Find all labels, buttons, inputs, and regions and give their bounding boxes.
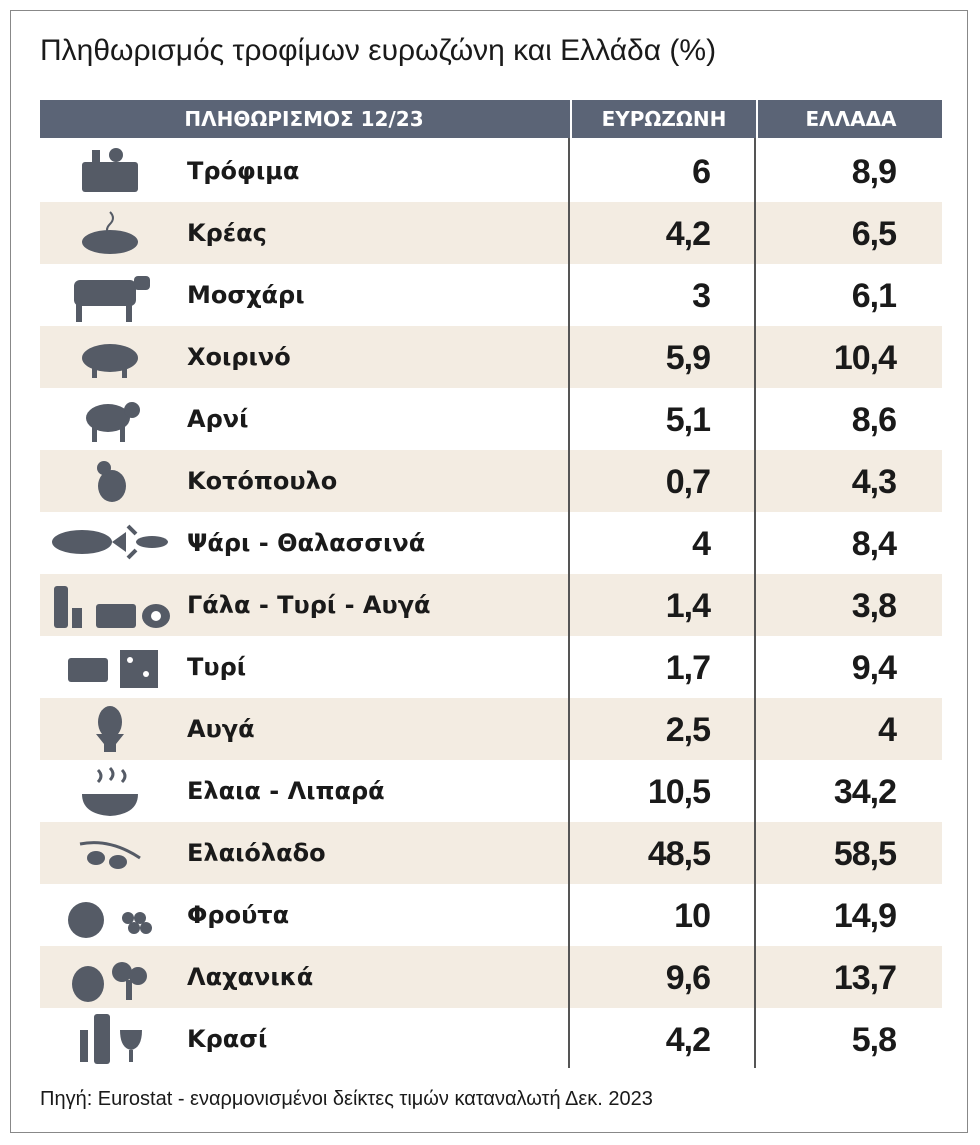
eurozone-value: 5,1	[665, 401, 711, 439]
row-label: Αυγά	[187, 715, 255, 743]
eurozone-value: 10,5	[647, 773, 711, 811]
greece-value: 6,5	[851, 215, 897, 253]
eurozone-value: 6	[692, 153, 711, 191]
row-icon	[68, 650, 158, 688]
table-row: Γάλα - Τυρί - Αυγά 1,4 3,8	[40, 574, 942, 636]
column-divider	[568, 138, 570, 1068]
row-label: Κρέας	[187, 219, 267, 247]
row-label: Χοιρινό	[187, 343, 291, 371]
table-row: Ελαια - Λιπαρά 10,5 34,2	[40, 760, 942, 822]
row-icon	[54, 586, 170, 628]
row-label: Τρόφιμα	[187, 157, 300, 185]
table-row: Μοσχάρι 3 6,1	[40, 264, 942, 326]
row-label: Φρούτα	[187, 901, 290, 929]
table-row: Τρόφιμα 6 8,9	[40, 140, 942, 202]
source-note: Πηγή: Eurostat - εναρμονισμένοι δείκτες …	[40, 1088, 653, 1110]
eurozone-value: 1,4	[665, 587, 711, 625]
table-row: Λαχανικά 9,6 13,7	[40, 946, 942, 1008]
greece-value: 3,8	[851, 587, 897, 625]
row-label: Ελαια - Λιπαρά	[187, 777, 385, 805]
row-label: Κοτόπουλο	[187, 467, 338, 495]
row-label: Λαχανικά	[187, 963, 314, 991]
row-label: Ελαιόλαδο	[187, 839, 326, 867]
eurozone-value: 5,9	[665, 339, 711, 377]
eurozone-value: 1,7	[665, 649, 711, 687]
table-row: Κρασί 4,2 5,8	[40, 1008, 942, 1070]
eurozone-value: 0,7	[665, 463, 711, 501]
table-row: Ψάρι - Θαλασσινά 4 8,4	[40, 512, 942, 574]
row-icon	[72, 962, 147, 1002]
row-icon	[82, 344, 138, 378]
greece-value: 4,3	[851, 463, 897, 501]
row-label: Γάλα - Τυρί - Αυγά	[187, 591, 431, 619]
row-icon	[79, 841, 141, 869]
row-icon	[82, 766, 138, 816]
greece-value: 14,9	[833, 897, 897, 935]
frame	[10, 10, 968, 1133]
greece-value: 10,4	[833, 339, 897, 377]
row-icon	[52, 524, 168, 560]
table-row: Αυγά 2,5 4	[40, 698, 942, 760]
title: Πληθωρισμός τροφίμων ευρωζώνη και Ελλάδα…	[40, 34, 717, 67]
table-row: Φρούτα 10 14,9	[40, 884, 942, 946]
row-icon	[80, 1014, 142, 1064]
greece-value: 8,6	[851, 401, 897, 439]
row-label: Τυρί	[187, 653, 247, 681]
greece-value: 13,7	[833, 959, 897, 997]
table-row: Χοιρινό 5,9 10,4	[40, 326, 942, 388]
eurozone-value: 10	[674, 897, 711, 935]
table-header: ΠΛΗΘΩΡΙΣΜΟΣ 12/23 ΕΥΡΩΖΩΝΗ ΕΛΛΑΔΑ	[40, 100, 942, 138]
eurozone-value: 48,5	[647, 835, 711, 873]
table-row: Αρνί 5,1 8,6	[40, 388, 942, 450]
header-cell: ΠΛΗΘΩΡΙΣΜΟΣ 12/23	[184, 107, 424, 131]
greece-value: 34,2	[833, 773, 897, 811]
eurozone-value: 3	[692, 277, 711, 315]
header-cell: ΕΥΡΩΖΩΝΗ	[570, 100, 756, 138]
table-row: Τυρί 1,7 9,4	[40, 636, 942, 698]
row-icon	[74, 276, 150, 322]
column-divider	[754, 138, 756, 1068]
greece-value: 8,9	[851, 153, 897, 191]
greece-value: 5,8	[851, 1021, 897, 1059]
eurozone-value: 9,6	[665, 959, 711, 997]
row-icon	[97, 461, 126, 502]
eurozone-value: 4,2	[665, 215, 711, 253]
header-cell: ΕΛΛΑΔΑ	[756, 100, 944, 138]
greece-value: 58,5	[833, 835, 897, 873]
row-icon	[86, 402, 140, 442]
table-row: Ελαιόλαδο 48,5 58,5	[40, 822, 942, 884]
eurozone-value: 4,2	[665, 1021, 711, 1059]
row-label: Ψάρι - Θαλασσινά	[187, 529, 426, 557]
table-row: Κρέας 4,2 6,5	[40, 202, 942, 264]
table-row: Κοτόπουλο 0,7 4,3	[40, 450, 942, 512]
greece-value: 6,1	[851, 277, 897, 315]
eurozone-value: 4	[692, 525, 711, 563]
greece-value: 8,4	[851, 525, 897, 563]
row-label: Κρασί	[187, 1025, 268, 1053]
row-label: Μοσχάρι	[187, 281, 305, 309]
greece-value: 9,4	[851, 649, 897, 687]
row-icon	[82, 148, 138, 192]
row-label: Αρνί	[187, 405, 249, 433]
eurozone-value: 2,5	[665, 711, 711, 749]
greece-value: 4	[878, 711, 897, 749]
row-icon	[96, 706, 124, 752]
row-icon	[82, 211, 138, 254]
row-icon	[68, 902, 152, 938]
